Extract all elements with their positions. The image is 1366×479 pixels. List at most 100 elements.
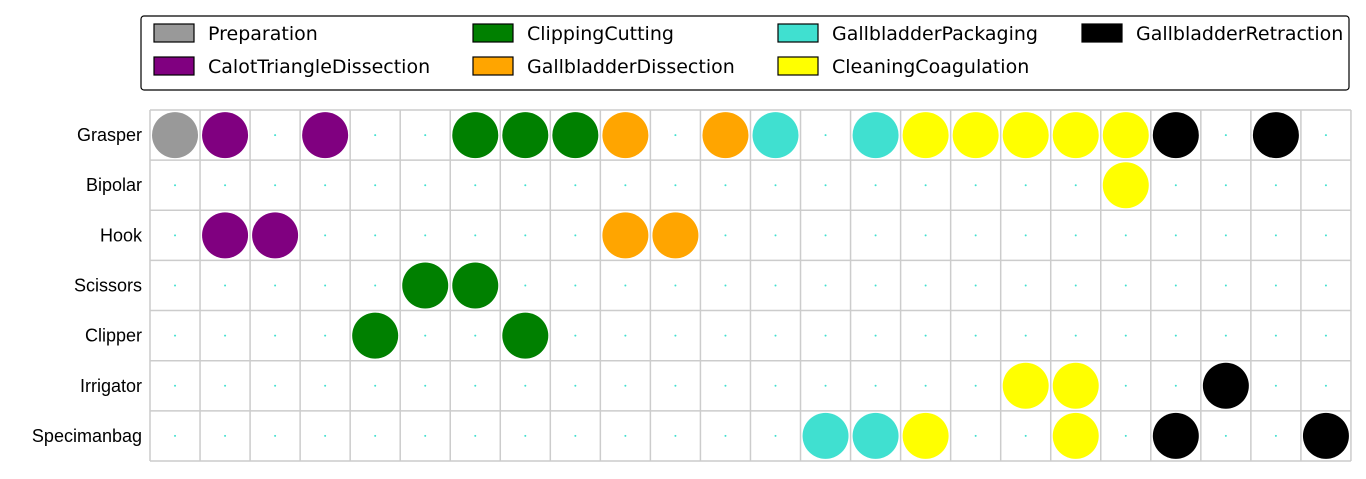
empty-marker <box>1174 234 1177 237</box>
empty-marker <box>1124 434 1127 437</box>
empty-marker <box>374 434 377 437</box>
empty-marker <box>874 284 877 287</box>
empty-marker <box>674 434 677 437</box>
empty-marker <box>174 284 177 287</box>
empty-marker <box>1274 384 1277 387</box>
empty-marker <box>1224 434 1227 437</box>
empty-marker <box>324 334 327 337</box>
marker-grasper-calot-triangle-dissection <box>302 112 349 159</box>
marker-specimanbag-gallbladder-retraction <box>1302 412 1349 459</box>
empty-marker <box>324 384 327 387</box>
marker-grasper-gallbladder-retraction <box>1152 112 1199 159</box>
empty-marker <box>174 434 177 437</box>
empty-marker <box>974 434 977 437</box>
legend-frame <box>140 15 1350 91</box>
empty-marker <box>924 234 927 237</box>
empty-marker <box>374 184 377 187</box>
marker-specimanbag-cleaning-coagulation <box>902 412 949 459</box>
markers <box>152 112 1349 459</box>
marker-grasper-cleaning-coagulation <box>1102 112 1149 159</box>
legend-label-gallbladder-retraction: GallbladderRetraction <box>1136 23 1343 45</box>
marker-clipper-clipping-cutting <box>352 312 399 359</box>
marker-grasper-gallbladder-packaging <box>752 112 799 159</box>
row-label-hook: Hook <box>100 225 143 245</box>
legend-swatch-gallbladder-retraction <box>1081 23 1123 43</box>
empty-marker <box>274 184 277 187</box>
empty-marker <box>824 134 827 137</box>
empty-marker <box>1224 334 1227 337</box>
marker-grasper-gallbladder-packaging <box>852 112 899 159</box>
empty-marker <box>724 334 727 337</box>
empty-marker <box>824 284 827 287</box>
row-label-scissors: Scissors <box>74 275 142 295</box>
empty-marker <box>924 384 927 387</box>
marker-grasper-gallbladder-retraction <box>1252 112 1299 159</box>
marker-hook-gallbladder-dissection <box>652 212 699 259</box>
marker-grasper-preparation <box>152 112 199 159</box>
empty-marker <box>1274 234 1277 237</box>
empty-marker <box>1074 184 1077 187</box>
empty-marker <box>374 284 377 287</box>
empty-marker <box>1024 234 1027 237</box>
legend-swatch-gallbladder-packaging <box>777 23 819 43</box>
empty-marker <box>324 284 327 287</box>
row-label-irrigator: Irrigator <box>80 376 142 396</box>
empty-marker <box>874 334 877 337</box>
marker-specimanbag-gallbladder-retraction <box>1152 412 1199 459</box>
empty-marker <box>1174 384 1177 387</box>
empty-marker <box>1124 334 1127 337</box>
marker-hook-gallbladder-dissection <box>602 212 649 259</box>
empty-marker <box>674 134 677 137</box>
empty-marker <box>1324 184 1327 187</box>
empty-marker <box>274 134 277 137</box>
legend-label-gallbladder-dissection: GallbladderDissection <box>527 56 735 78</box>
legend-swatch-calot-triangle-dissection <box>153 56 195 76</box>
marker-scissors-clipping-cutting <box>402 262 449 309</box>
empty-marker <box>424 434 427 437</box>
marker-specimanbag-gallbladder-packaging <box>802 412 849 459</box>
empty-marker <box>1124 384 1127 387</box>
empty-marker <box>424 384 427 387</box>
empty-marker <box>1324 284 1327 287</box>
empty-marker <box>1274 284 1277 287</box>
empty-marker <box>574 184 577 187</box>
empty-marker <box>1024 434 1027 437</box>
row-label-grasper: Grasper <box>77 125 142 145</box>
legend-label-clipping-cutting: ClippingCutting <box>527 23 674 45</box>
empty-marker <box>974 184 977 187</box>
empty-marker <box>774 384 777 387</box>
empty-marker <box>474 184 477 187</box>
empty-marker <box>224 434 227 437</box>
empty-marker <box>1224 234 1227 237</box>
empty-marker <box>1324 384 1327 387</box>
empty-marker <box>524 434 527 437</box>
marker-grasper-clipping-cutting <box>452 112 499 159</box>
empty-marker <box>1074 284 1077 287</box>
empty-marker <box>224 184 227 187</box>
empty-marker <box>374 384 377 387</box>
marker-hook-calot-triangle-dissection <box>252 212 299 259</box>
marker-grasper-gallbladder-dissection <box>602 112 649 159</box>
empty-marker <box>724 284 727 287</box>
empty-marker <box>1124 234 1127 237</box>
legend-swatch-gallbladder-dissection <box>472 56 514 76</box>
empty-marker <box>624 434 627 437</box>
empty-marker <box>1024 184 1027 187</box>
row-label-specimanbag: Specimanbag <box>32 426 142 446</box>
empty-marker <box>1224 134 1227 137</box>
empty-marker <box>174 334 177 337</box>
empty-marker <box>874 234 877 237</box>
empty-marker <box>574 284 577 287</box>
empty-marker <box>674 184 677 187</box>
empty-marker <box>1324 134 1327 137</box>
empty-marker <box>1174 334 1177 337</box>
empty-marker <box>274 384 277 387</box>
empty-marker <box>524 184 527 187</box>
marker-irrigator-gallbladder-retraction <box>1202 362 1249 409</box>
empty-marker <box>1174 284 1177 287</box>
empty-marker <box>474 234 477 237</box>
marker-grasper-gallbladder-dissection <box>702 112 749 159</box>
empty-marker <box>424 234 427 237</box>
empty-marker <box>1174 184 1177 187</box>
empty-marker <box>424 334 427 337</box>
